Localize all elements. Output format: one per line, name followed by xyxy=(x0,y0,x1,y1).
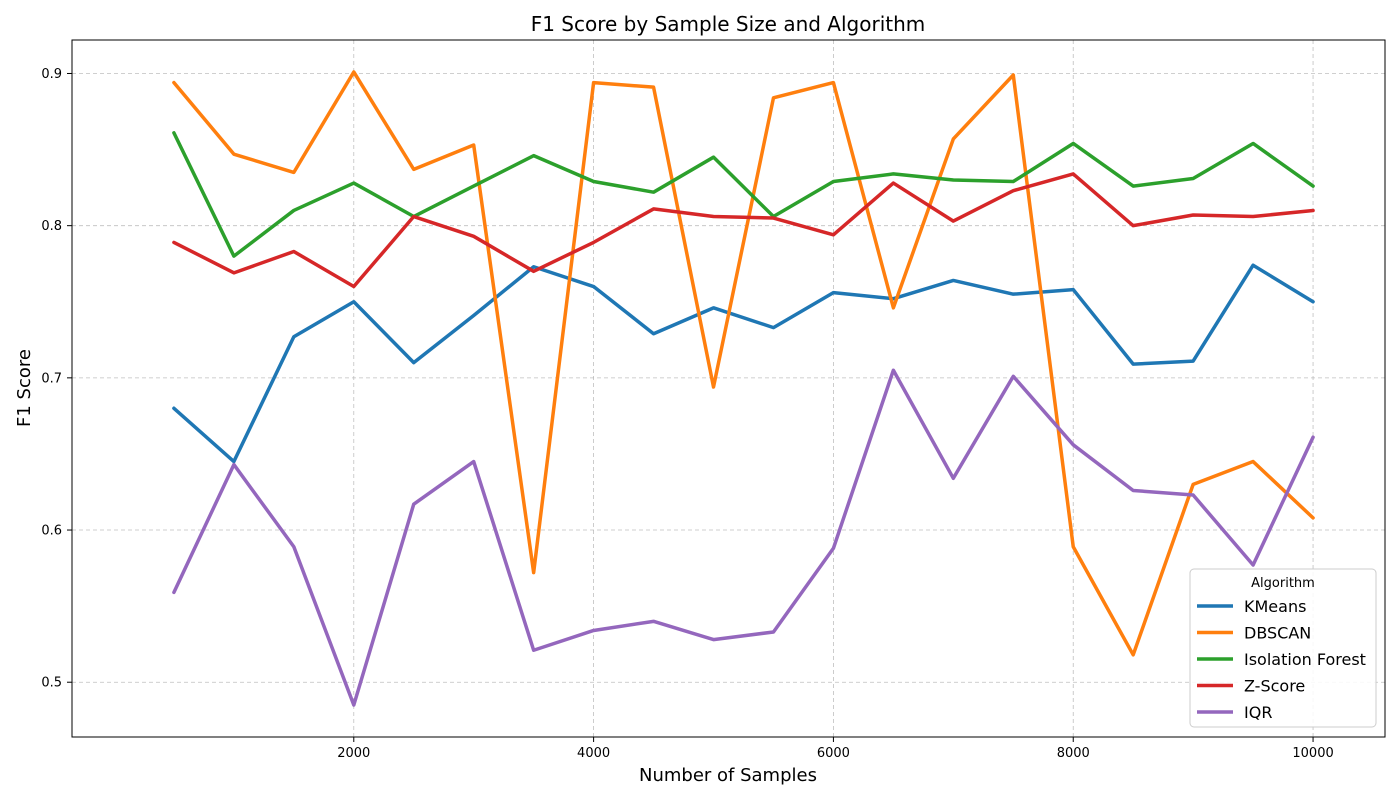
x-tick-label: 8000 xyxy=(1057,746,1090,761)
legend-label-dbscan: DBSCAN xyxy=(1244,624,1311,643)
series-line-isolation-forest xyxy=(172,131,1315,258)
y-tick-label: 0.9 xyxy=(41,67,62,82)
x-tick-label: 4000 xyxy=(577,746,610,761)
series-line-dbscan xyxy=(172,70,1315,657)
series-line-iqr xyxy=(172,368,1315,707)
legend-label-z-score: Z-Score xyxy=(1244,677,1305,696)
legend: Algorithm KMeans DBSCAN Isolation Forest Z-… xyxy=(1189,568,1377,728)
y-tick-label: 0.7 xyxy=(41,371,62,386)
series-lines xyxy=(172,70,1315,707)
x-tick-label: 10000 xyxy=(1292,746,1333,761)
plot-area-frame xyxy=(71,39,1386,738)
legend-label-kmeans: KMeans xyxy=(1244,597,1306,616)
legend-label-isolation-forest: Isolation Forest xyxy=(1244,650,1366,669)
series-line-z-score xyxy=(172,172,1315,289)
x-axis-label: Number of Samples xyxy=(639,765,817,786)
series-line-kmeans xyxy=(172,263,1315,464)
chart-title: F1 Score by Sample Size and Algorithm xyxy=(531,12,926,36)
y-tick-label: 0.5 xyxy=(41,676,62,691)
y-axis-label: F1 Score xyxy=(14,349,35,427)
legend-label-iqr: IQR xyxy=(1244,703,1272,722)
grid xyxy=(72,40,1385,737)
x-tick-label: 6000 xyxy=(817,746,850,761)
x-tick-label: 2000 xyxy=(337,746,370,761)
y-tick-label: 0.8 xyxy=(41,219,62,234)
legend-items: KMeans DBSCAN Isolation Forest Z-Score IQR xyxy=(1197,597,1366,722)
y-tick-label: 0.6 xyxy=(41,524,62,539)
legend-box xyxy=(1189,568,1377,728)
x-axis-ticks: 2000 4000 6000 8000 10000 xyxy=(337,737,1334,761)
y-axis-ticks: 0.5 0.6 0.7 0.8 0.9 xyxy=(41,67,72,691)
legend-title: Algorithm xyxy=(1251,576,1315,591)
